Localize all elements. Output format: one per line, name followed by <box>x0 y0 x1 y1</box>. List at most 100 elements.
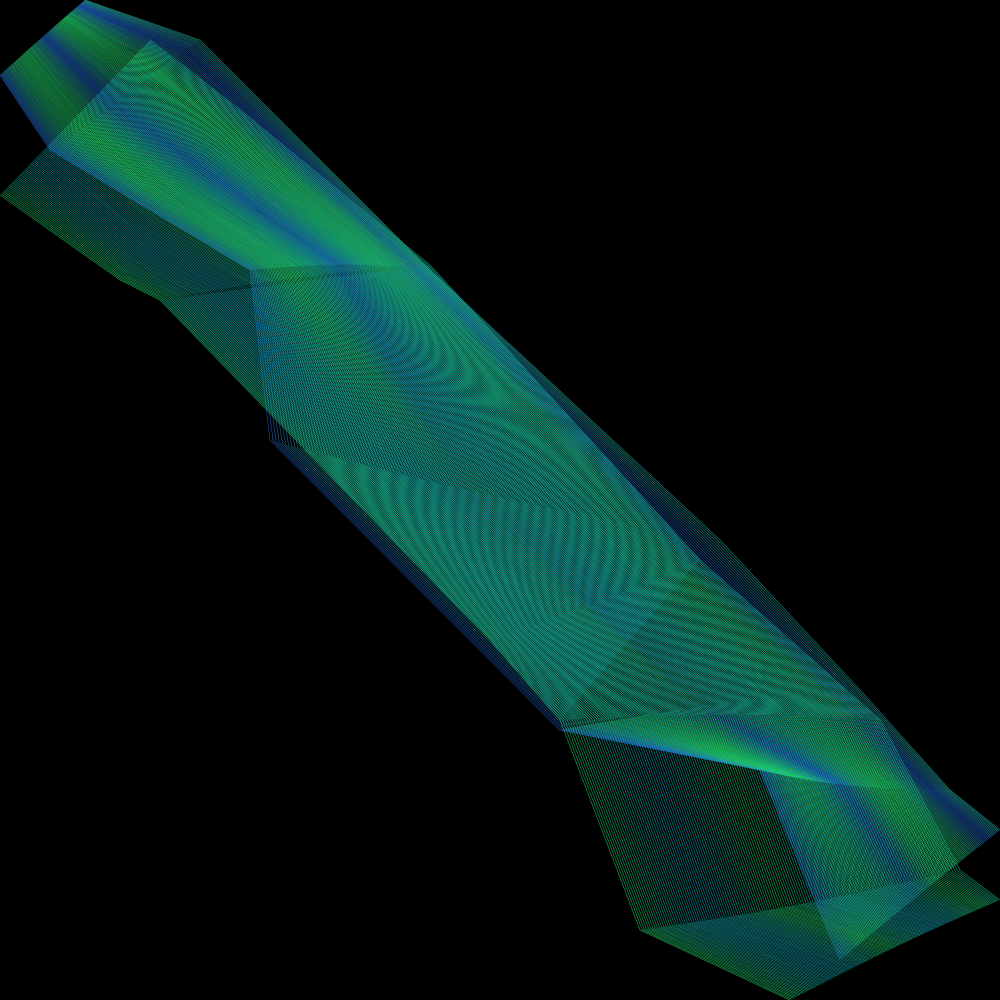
ribbon-line <box>71 11 973 853</box>
ribbon-line <box>11 182 807 993</box>
ribbon-line <box>119 71 956 920</box>
ribbon-line <box>5 188 799 997</box>
ribbon-line <box>78 114 898 947</box>
ribbon-line <box>93 97 920 936</box>
ribbon-line <box>71 120 889 951</box>
ribbon-line <box>76 115 897 948</box>
ribbon-line <box>67 125 883 954</box>
ribbon-line <box>36 156 841 975</box>
ribbon-line <box>65 126 881 955</box>
ribbon-line <box>87 104 911 941</box>
ribbon-line <box>109 81 942 926</box>
ribbon-line <box>121 68 960 918</box>
ribbon-line <box>90 100 916 938</box>
ribbon-line <box>147 41 998 902</box>
ribbon-line <box>110 80 943 926</box>
ribbon-line <box>141 48 988 906</box>
ribbon-line <box>74 8 978 849</box>
ribbon-line <box>51 141 861 965</box>
ribbon-line <box>130 59 973 913</box>
ribbon-line <box>47 32 925 891</box>
ribbon-line <box>9 184 804 994</box>
ribbon-line <box>72 119 890 951</box>
ribbon-line <box>79 112 900 946</box>
ribbon-line <box>31 161 834 978</box>
ribbon-line <box>25 167 826 983</box>
ribbon-line <box>35 158 839 976</box>
ribbon-line <box>104 87 935 930</box>
ribbon-line <box>111 79 945 925</box>
ribbon-line <box>41 152 847 972</box>
ribbon-line <box>122 67 962 918</box>
ribbon-line <box>54 138 866 963</box>
ribbon-line <box>148 40 999 901</box>
ribbon-line <box>94 96 922 936</box>
ribbon-line <box>22 171 821 985</box>
ribbon-line <box>32 160 836 978</box>
ribbon-line <box>68 13 967 858</box>
ribbon-line <box>45 147 853 969</box>
ribbon-line <box>10 183 805 993</box>
ribbon-line <box>62 129 877 957</box>
ribbon-line <box>24 169 825 983</box>
ribbon-line <box>123 66 963 917</box>
ribbon-line <box>77 5 985 843</box>
ribbon-line <box>52 140 863 964</box>
ribbon-line <box>83 108 906 943</box>
ribbon-line <box>115 75 951 923</box>
ribbon-line <box>23 170 823 984</box>
ribbon-line <box>99 92 928 933</box>
ribbon-line <box>79 4 988 840</box>
ribbon-line <box>80 2 993 837</box>
ribbon-line <box>86 105 910 941</box>
ribbon-line <box>114 76 949 923</box>
ribbon-line <box>126 63 967 915</box>
ribbon-line <box>65 16 961 862</box>
ribbon-line <box>78 5 986 842</box>
ribbon-line <box>107 83 939 928</box>
ribbon-line <box>27 166 828 982</box>
ribbon-line <box>83 0 999 832</box>
ribbon-line <box>0 194 791 1000</box>
ribbon-line <box>66 15 962 861</box>
ribbon-line <box>81 110 903 945</box>
ribbon-line <box>112 78 946 925</box>
ribbon-line <box>82 109 904 944</box>
ribbon-line <box>0 193 792 1000</box>
ribbon-line <box>97 93 926 934</box>
ribbon-line <box>143 46 991 905</box>
ribbon-line <box>76 7 982 845</box>
ribbon-line <box>70 12 970 855</box>
ribbon-line <box>2 192 794 999</box>
line-ribbon-front <box>0 39 1000 1000</box>
ribbon-line <box>116 74 952 922</box>
ribbon-line <box>139 50 985 907</box>
ribbon-line <box>80 111 901 945</box>
ribbon-line <box>133 56 977 911</box>
ribbon-line <box>21 172 820 986</box>
ribbon-line <box>120 69 959 919</box>
ribbon-line <box>30 162 833 979</box>
ribbon-line <box>100 91 929 932</box>
ribbon-line <box>146 42 997 903</box>
ribbon-line <box>132 57 976 912</box>
ribbon-line <box>19 173 818 987</box>
ribbon-line <box>138 51 984 908</box>
ribbon-line <box>74 117 894 949</box>
ribbon-line <box>75 7 981 846</box>
ribbon-line <box>72 10 974 852</box>
ribbon-line <box>18 175 817 988</box>
ribbon-line <box>68 124 884 953</box>
ribbon-line <box>69 12 969 856</box>
ribbon-line <box>70 121 887 952</box>
ribbon-line <box>102 89 932 931</box>
ribbon-line <box>39 153 845 973</box>
ribbon-line <box>48 31 927 889</box>
ribbon-line <box>85 106 909 942</box>
ribbon-line <box>89 101 914 939</box>
ribbon-line <box>101 90 931 932</box>
ribbon-line <box>42 150 849 971</box>
ribbon-line <box>4 189 797 998</box>
ribbon-line <box>80 3 992 838</box>
ribbon-line <box>128 61 970 914</box>
